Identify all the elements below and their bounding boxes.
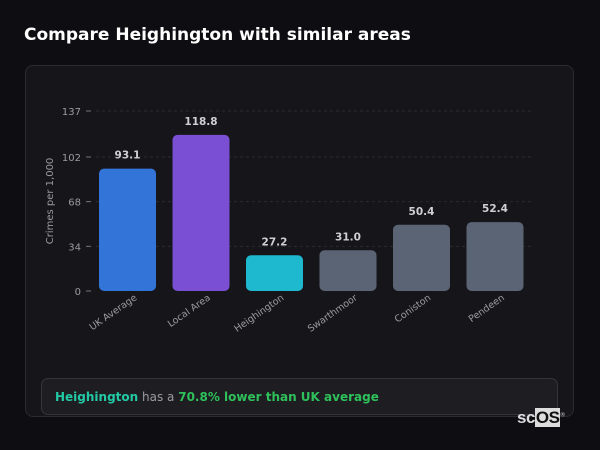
y-tick-label: 68 [68,198,81,209]
x-tick-label: Pendeen [467,292,507,325]
bar-local-area [172,134,230,291]
y-tick-label: 102 [62,153,81,164]
value-label: 118.8 [184,116,217,128]
bar-heighington [246,255,303,291]
y-axis-label: Crimes per 1,000 [45,158,56,245]
x-tick-label: UK Average [88,292,140,333]
value-label: 52.4 [482,203,508,215]
page-title: Compare Heighington with similar areas [24,25,411,45]
bar-pendeen [466,222,524,291]
bar-uk-average [99,168,156,291]
bar-swarthmoor [319,250,377,291]
bar-coniston [393,224,450,291]
scos-logo: scOS® [517,408,565,427]
y-tick-label: 34 [68,242,81,253]
y-tick-label: 0 [75,287,81,298]
x-tick-label: Coniston [393,292,433,325]
x-tick-label: Local Area [166,292,213,329]
summary-box: Heighington has a 70.8% lower than UK av… [41,378,558,415]
x-tick-label: Heighington [232,292,286,334]
summary-middle: has a [138,390,179,404]
value-label: 27.2 [262,236,288,248]
summary-area: Heighington [55,390,139,404]
value-label: 93.1 [115,150,141,162]
x-tick-label: Swarthmoor [306,292,360,334]
value-label: 50.4 [409,206,435,218]
y-tick-label: 137 [62,107,81,118]
summary-comparison: 70.8% lower than UK average [178,390,379,404]
value-label: 31.0 [335,231,361,243]
